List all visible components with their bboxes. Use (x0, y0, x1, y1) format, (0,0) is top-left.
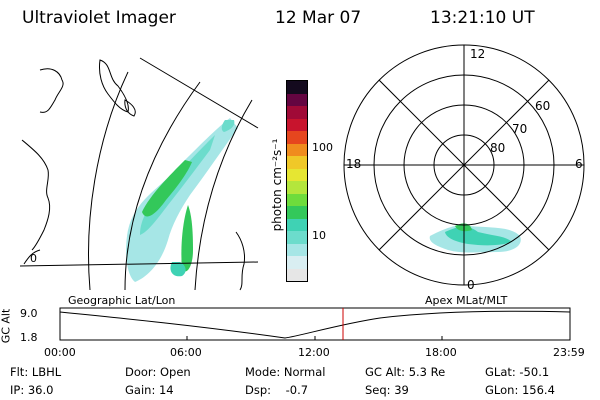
longitude-tick-zero: 0 (30, 252, 37, 265)
colorbar-tick-10: 10 (312, 229, 326, 242)
colorbar-segment (287, 168, 307, 181)
mode-status: Mode: Normal (245, 365, 326, 379)
colorbar-segment (287, 93, 307, 106)
door-status: Door: Open (125, 365, 191, 379)
mlat-label-80: 80 (490, 141, 505, 155)
instrument-title: Ultraviolet Imager (22, 8, 176, 28)
colorbar (286, 80, 308, 282)
altitude-plot-frame (59, 307, 571, 341)
mlt-label-6: 6 (575, 157, 583, 171)
colorbar-segment (287, 143, 307, 156)
mlt-label-12: 12 (470, 47, 485, 61)
aurora-emission-geo (126, 118, 238, 282)
altitude-axis-ticks (59, 336, 571, 340)
time-tick-1800: 18:00 (425, 346, 457, 359)
colorbar-segment (287, 243, 307, 256)
colorbar-segment (287, 256, 307, 269)
date-label: 12 Mar 07 (275, 8, 362, 28)
dsp-status: Dsp: -0.7 (245, 383, 309, 397)
colorbar-segment (287, 118, 307, 131)
colorbar-segment (287, 193, 307, 206)
colorbar-segment (287, 268, 307, 281)
mlat-label-60: 60 (535, 99, 550, 113)
colorbar-segment (287, 206, 307, 219)
ip-status: IP: 36.0 (10, 383, 54, 397)
graticule (19, 57, 259, 291)
colorbar-segment (287, 231, 307, 244)
time-tick-0600: 06:00 (170, 346, 202, 359)
colorbar-segment (287, 218, 307, 231)
gain-status: Gain: 14 (125, 383, 174, 397)
altitude-curve (59, 310, 571, 339)
glat-status: GLat: -50.1 (485, 365, 550, 379)
filter-status: Flt: LBHL (10, 365, 62, 379)
gc-alt-status: GC Alt: 5.3 Re (365, 365, 446, 379)
colorbar-segment (287, 131, 307, 144)
time-tick-0000: 00:00 (44, 346, 76, 359)
altitude-ytick-1-8: 1.8 (20, 331, 38, 344)
colorbar-segment (287, 106, 307, 119)
time-tick-2359: 23:59 (553, 346, 585, 359)
time-tick-1200: 12:00 (298, 346, 330, 359)
apex-panel-label: Apex MLat/MLT (425, 294, 508, 307)
colorbar-segment (287, 181, 307, 194)
colorbar-segment (287, 156, 307, 169)
geographic-panel-label: Geographic Lat/Lon (68, 294, 176, 307)
aurora-emission-polar (429, 223, 521, 253)
mlt-label-0: 0 (467, 278, 475, 292)
time-label: 13:21:10 UT (430, 8, 535, 28)
glon-status: GLon: 156.4 (485, 383, 555, 397)
coastlines (21, 59, 245, 291)
mlt-label-18: 18 (346, 157, 361, 171)
polar-grid (343, 44, 585, 286)
altitude-ylabel: GC Alt (0, 308, 13, 344)
colorbar-segment (287, 81, 307, 94)
colorbar-tick-100: 100 (312, 141, 333, 154)
seq-status: Seq: 39 (365, 383, 409, 397)
altitude-ytick-9: 9.0 (20, 307, 38, 320)
mlat-label-70: 70 (512, 122, 527, 136)
